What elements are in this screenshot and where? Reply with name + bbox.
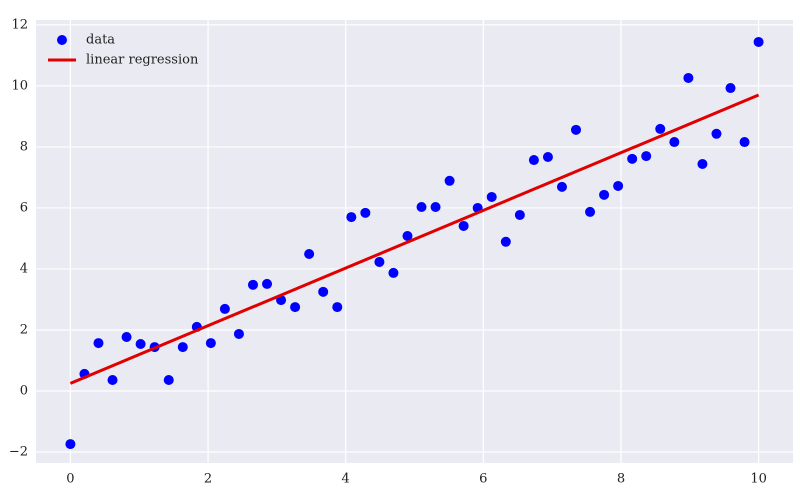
legend-label: linear regression [86,53,199,68]
data-point [346,212,357,223]
data-point [711,128,722,139]
data-point [233,328,244,339]
data-point [613,180,624,191]
data-point [627,153,638,164]
legend-label: data [86,33,115,48]
data-point [416,202,427,213]
data-point [121,331,132,342]
data-point [683,72,694,83]
x-tick-label: 10 [750,472,767,487]
data-point [528,155,539,166]
data-point [402,231,413,242]
data-point [739,137,750,148]
data-point [135,339,146,350]
data-point [542,151,553,162]
data-point [430,202,441,213]
data-point [177,342,188,353]
y-tick-label: 0 [20,383,28,398]
data-point [697,159,708,170]
y-tick-label: 2 [20,322,28,337]
data-point [107,375,118,386]
data-point [374,256,385,267]
data-point [669,137,680,148]
data-point [247,279,258,290]
data-point [556,181,567,192]
x-tick-label: 6 [479,472,487,487]
data-point [514,209,525,220]
data-point [163,375,174,386]
data-point [360,207,371,218]
x-tick-label: 4 [342,472,350,487]
y-tick-label: 10 [11,78,28,93]
x-tick-label: 8 [617,472,625,487]
data-point [318,286,329,297]
data-point [65,439,76,450]
y-tick-label: 6 [20,200,28,215]
data-point [486,191,497,202]
data-point [388,267,399,278]
data-point [93,338,104,349]
data-point [205,338,216,349]
data-point [458,220,469,231]
y-tick-label: −2 [9,445,28,460]
data-point [219,303,230,314]
y-tick-label: 4 [20,261,28,276]
y-tick-label: 8 [20,139,28,154]
data-point [304,249,315,260]
data-point [753,36,764,47]
data-point [290,302,301,313]
data-point [599,189,610,200]
data-point [725,83,736,94]
data-point [332,302,343,313]
data-point [500,236,511,247]
data-point [585,206,596,217]
y-tick-label: 12 [11,17,28,32]
plot-area [36,20,793,463]
data-point [262,278,273,289]
x-tick-label: 0 [66,472,74,487]
x-tick-label: 2 [204,472,212,487]
regression-line [69,93,760,385]
data-point [571,124,582,135]
data-point [444,175,455,186]
legend-marker [57,35,67,45]
data-point [641,151,652,162]
data-point [655,123,666,134]
